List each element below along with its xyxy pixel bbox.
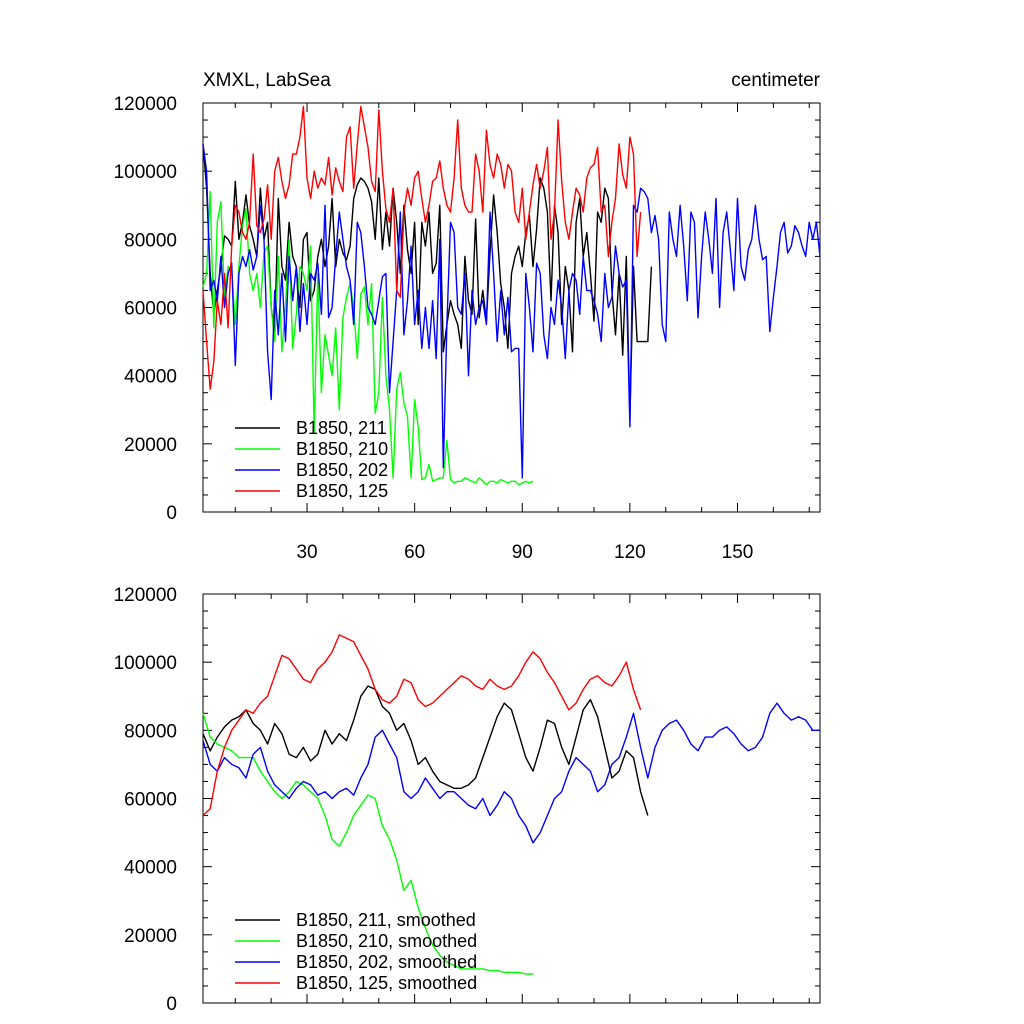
series-line-3	[202, 143, 821, 479]
series-line-4	[202, 105, 642, 390]
x-tick-label: 30	[296, 542, 317, 563]
y-tick-label: 0	[166, 994, 177, 1015]
y-tick-label: 80000	[124, 721, 177, 742]
series-line-4	[202, 634, 642, 817]
series-line-3	[202, 702, 820, 844]
legend-label: B1850, 210	[296, 439, 388, 459]
legend-label: B1850, 125	[296, 481, 388, 501]
y-tick-label: 100000	[114, 653, 177, 674]
y-tick-label: 60000	[124, 790, 177, 811]
y-tick-label: 100000	[114, 162, 177, 183]
y-tick-label: 80000	[124, 230, 177, 251]
series-line-2	[202, 190, 534, 486]
top-panel: XMXL, LabSea centimeter 0 20000 40000 60000…	[114, 70, 821, 563]
y-tick-label: 120000	[114, 94, 177, 115]
y-tick-label: 120000	[114, 585, 177, 606]
y-tick-label: 40000	[124, 367, 177, 388]
legend-label: B1850, 202	[296, 460, 388, 480]
y-tick-label: 40000	[124, 858, 177, 879]
y-tick-label: 20000	[124, 435, 177, 456]
legend-label: B1850, 211, smoothed	[296, 910, 476, 930]
legend-label: B1850, 211	[296, 418, 387, 438]
legend-label: B1850, 210, smoothed	[296, 931, 477, 951]
y-tick-label: 0	[166, 503, 177, 524]
y-tick-label: 20000	[124, 926, 177, 947]
x-tick-label: 150	[722, 542, 754, 563]
chart-title-left: XMXL, LabSea	[203, 70, 331, 91]
series-line-2	[202, 713, 533, 975]
chart-title-right: centimeter	[731, 70, 820, 91]
series-line-1	[202, 143, 653, 418]
x-tick-label: 90	[512, 542, 533, 563]
x-tick-label: 60	[404, 542, 425, 563]
bottom-panel: 0 20000 40000 60000 80000 100000 120000 B1850, …	[114, 585, 821, 1015]
legend-label: B1850, 202, smoothed	[296, 952, 477, 972]
series-line-1	[202, 685, 649, 816]
y-tick-label: 60000	[124, 299, 177, 320]
x-tick-label: 120	[614, 542, 646, 563]
legend-label: B1850, 125, smoothed	[296, 973, 477, 993]
